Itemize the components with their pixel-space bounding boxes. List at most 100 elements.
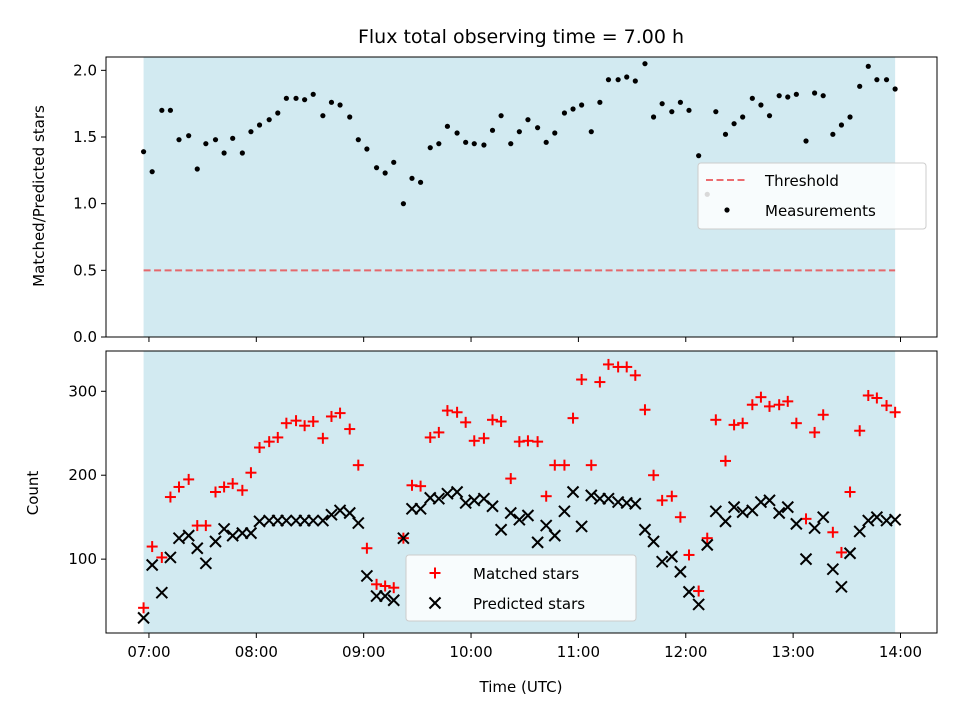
bottom-y-tick-label: 100 xyxy=(68,550,97,568)
bottom-y-tick-label: 200 xyxy=(68,466,97,484)
measurement-point xyxy=(230,136,235,141)
measurement-point xyxy=(481,142,486,147)
top-y-tick-label: 0.0 xyxy=(73,328,97,346)
measurement-point xyxy=(159,108,164,113)
measurement-point xyxy=(311,92,316,97)
legend-matched-label: Matched stars xyxy=(473,565,579,583)
measurement-point xyxy=(686,108,691,113)
measurement-point xyxy=(785,94,790,99)
measurement-point xyxy=(839,122,844,127)
measurement-point xyxy=(463,140,468,145)
ratio-panel: 0.00.51.01.52.0 Matched/Predicted stars … xyxy=(30,57,937,346)
measurement-point xyxy=(472,141,477,146)
top-y-ticks: 0.0 0.5 1.0 1.5 2.0 xyxy=(73,61,106,346)
measurement-point xyxy=(660,101,665,106)
measurement-point xyxy=(847,114,852,119)
top-y-tick-label: 2.0 xyxy=(73,61,97,79)
measurement-point xyxy=(633,78,638,83)
chart-title: Flux total observing time = 7.00 h xyxy=(358,26,684,48)
measurement-point xyxy=(445,124,450,129)
legend-threshold-label: Threshold xyxy=(764,172,839,190)
measurement-point xyxy=(203,141,208,146)
measurement-point xyxy=(597,100,602,105)
x-axis-label: Time (UTC) xyxy=(479,678,563,696)
measurement-point xyxy=(401,201,406,206)
measurement-point xyxy=(696,153,701,158)
legend-predicted-label: Predicted stars xyxy=(473,595,585,613)
measurement-point xyxy=(293,96,298,101)
measurement-point xyxy=(740,114,745,119)
measurement-point xyxy=(186,133,191,138)
measurement-point xyxy=(490,128,495,133)
x-tick-label: 14:00 xyxy=(879,643,922,661)
bottom-x-ticks: 07:00 08:00 09:00 10:00 11:00 12:00 13:00 14:00 xyxy=(127,633,922,661)
measurement-point xyxy=(168,108,173,113)
measurement-point xyxy=(624,74,629,79)
measurement-point xyxy=(884,77,889,82)
bottom-y-ticks: 100 200 300 xyxy=(68,382,106,568)
measurement-point xyxy=(758,102,763,107)
measurement-point xyxy=(428,145,433,150)
top-y-tick-label: 1.0 xyxy=(73,195,97,213)
measurement-point xyxy=(651,114,656,119)
measurement-point xyxy=(579,102,584,107)
measurement-point xyxy=(150,169,155,174)
measurement-point xyxy=(436,141,441,146)
measurement-point xyxy=(374,165,379,170)
x-tick-label: 08:00 xyxy=(235,643,278,661)
x-tick-label: 11:00 xyxy=(557,643,600,661)
measurement-point xyxy=(678,100,683,105)
measurement-point xyxy=(383,170,388,175)
legend-measurement-swatch xyxy=(724,207,729,212)
top-legend: Threshold Measurements xyxy=(698,163,926,229)
measurement-point xyxy=(508,141,513,146)
x-tick-label: 12:00 xyxy=(664,643,707,661)
measurement-point xyxy=(240,150,245,155)
measurement-point xyxy=(589,129,594,134)
measurement-point xyxy=(347,114,352,119)
top-y-tick-label: 1.5 xyxy=(73,128,97,146)
measurement-point xyxy=(562,110,567,115)
measurement-point xyxy=(893,86,898,91)
measurement-point xyxy=(830,132,835,137)
top-y-axis-label: Matched/Predicted stars xyxy=(30,105,48,287)
measurement-point xyxy=(418,180,423,185)
figure: Flux total observing time = 7.00 h 0.00.… xyxy=(0,0,960,720)
measurement-point xyxy=(454,130,459,135)
measurement-point xyxy=(356,137,361,142)
measurement-point xyxy=(642,61,647,66)
count-panel: 100 200 300 07:00 08:00 09:00 10:00 11:00 12:00… xyxy=(24,351,937,696)
measurement-point xyxy=(669,109,674,114)
measurement-point xyxy=(803,138,808,143)
measurement-point xyxy=(176,137,181,142)
measurement-point xyxy=(525,117,530,122)
measurement-point xyxy=(821,93,826,98)
measurement-point xyxy=(499,113,504,118)
measurement-point xyxy=(141,149,146,154)
measurement-point xyxy=(257,122,262,127)
measurement-point xyxy=(535,125,540,130)
measurement-point xyxy=(391,160,396,165)
measurement-point xyxy=(337,102,342,107)
measurement-point xyxy=(866,64,871,69)
measurement-point xyxy=(777,93,782,98)
measurement-point xyxy=(302,97,307,102)
measurement-point xyxy=(284,96,289,101)
bottom-legend: Matched stars Predicted stars xyxy=(406,555,636,621)
top-x-ticks xyxy=(149,337,901,342)
measurement-point xyxy=(750,96,755,101)
measurement-point xyxy=(275,110,280,115)
measurement-point xyxy=(213,137,218,142)
measurement-point xyxy=(857,84,862,89)
measurement-point xyxy=(713,109,718,114)
measurement-point xyxy=(364,146,369,151)
measurement-point xyxy=(616,77,621,82)
top-y-tick-label: 0.5 xyxy=(73,261,97,279)
measurement-point xyxy=(767,113,772,118)
measurement-point xyxy=(409,176,414,181)
measurement-point xyxy=(544,140,549,145)
bottom-y-tick-label: 300 xyxy=(68,382,97,400)
measurement-point xyxy=(570,106,575,111)
measurement-point xyxy=(606,77,611,82)
measurement-point xyxy=(794,92,799,97)
